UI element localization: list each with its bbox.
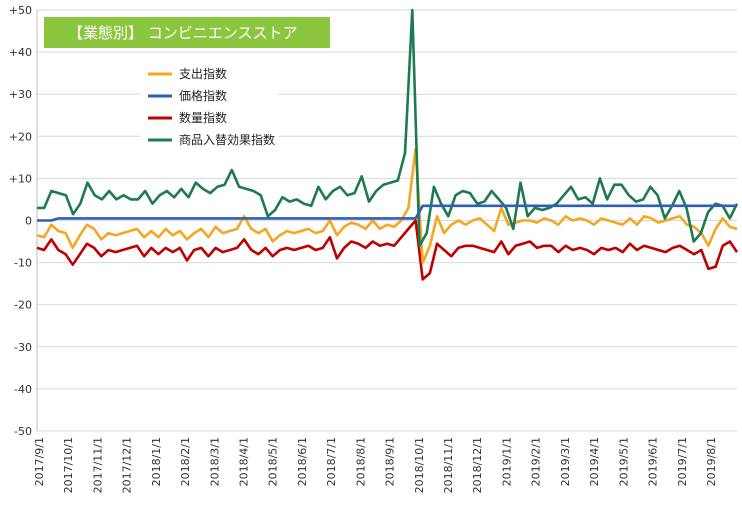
- series-line-1: [37, 204, 737, 222]
- chart-title-text: 【業態別】 コンビニエンスストア: [68, 24, 297, 42]
- series-lines: [36, 8, 739, 281]
- x-tick-label: 2019/4/1: [588, 437, 601, 486]
- x-tick-label: 2018/8/1: [354, 437, 367, 486]
- x-tick-label: 2018/10/1: [413, 437, 426, 493]
- x-tick-label: 2019/5/1: [617, 437, 630, 486]
- series-line-3: [37, 8, 739, 248]
- x-tick-label: 2019/7/1: [676, 437, 689, 486]
- x-tick-label: 2018/2/1: [179, 437, 192, 486]
- y-tick-label: -20: [14, 299, 32, 312]
- legend-label: 数量指数: [179, 110, 227, 125]
- x-tick-label: 2018/9/1: [384, 437, 397, 486]
- y-tick-label: -50: [14, 425, 32, 438]
- x-tick-label: 2017/11/1: [91, 437, 104, 493]
- x-tick-label: 2018/1/1: [150, 437, 163, 486]
- x-tick-label: 2018/12/1: [471, 437, 484, 493]
- legend-label: 価格指数: [179, 88, 227, 103]
- y-tick-label: +30: [9, 88, 32, 101]
- x-tick-label: 2018/11/1: [442, 437, 455, 493]
- x-tick-label: 2019/6/1: [647, 437, 660, 486]
- x-tick-label: 2018/4/1: [238, 437, 251, 486]
- chart-title-background: [44, 17, 330, 48]
- x-tick-label: 2019/3/1: [559, 437, 572, 486]
- x-tick-label: 2019/8/1: [705, 437, 718, 486]
- legend-label: 商品入替効果指数: [179, 132, 275, 147]
- x-tick-label: 2018/7/1: [325, 437, 338, 486]
- x-tick-label: 2018/6/1: [296, 437, 309, 486]
- y-tick-label: +10: [9, 172, 32, 185]
- x-tick-label: 2019/1/1: [500, 437, 513, 486]
- x-tick-label: 2017/9/1: [33, 437, 46, 486]
- series-line-0: [36, 147, 738, 264]
- x-tick-label: 2017/12/1: [121, 437, 134, 493]
- chart-title: 【業態別】 コンビニエンスストア: [44, 17, 330, 48]
- y-tick-label: -10: [14, 257, 32, 270]
- legend-label: 支出指数: [179, 66, 227, 81]
- y-tick-label: -30: [14, 341, 32, 354]
- series-line-2: [36, 219, 739, 281]
- x-tick-label: 2017/10/1: [62, 437, 75, 493]
- x-axis-ticks: 2017/9/1 2017/10/1 2017/11/1 2017/12/1 2018/…: [33, 437, 718, 493]
- x-tick-label: 2018/3/1: [208, 437, 221, 486]
- y-tick-label: -40: [14, 383, 32, 396]
- y-tick-label: +50: [9, 4, 32, 17]
- y-tick-label: +40: [9, 46, 32, 59]
- y-axis-ticks: +50 +40 +30 +20 +10 0 -10 -20 -30 -40 -50: [9, 4, 32, 438]
- x-tick-label: 2019/2/1: [530, 437, 543, 486]
- y-tick-label: 0: [25, 215, 32, 228]
- x-tick-label: 2018/5/1: [267, 437, 280, 486]
- y-tick-label: +20: [9, 130, 32, 143]
